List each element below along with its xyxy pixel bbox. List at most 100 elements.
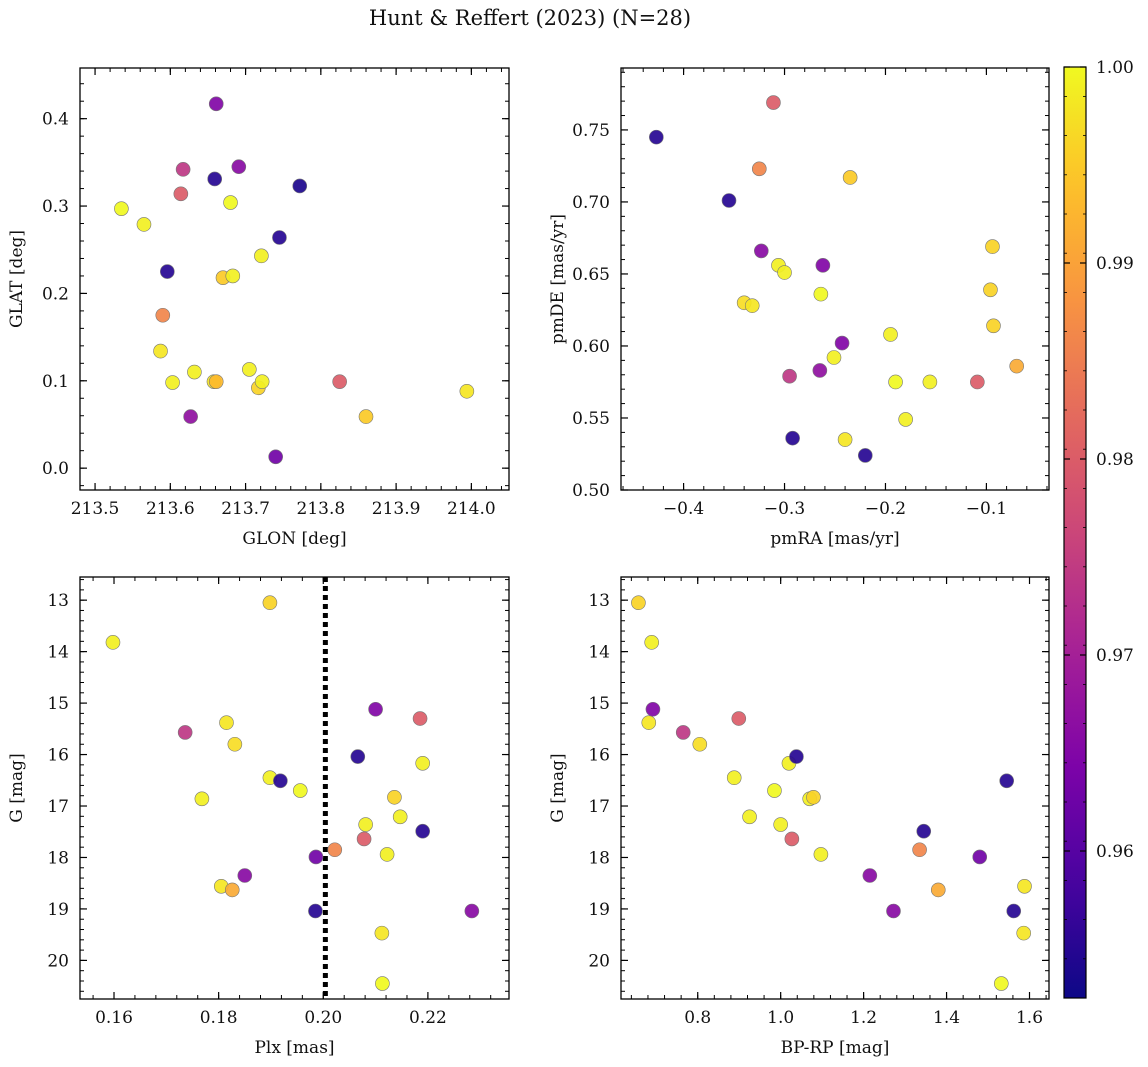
data-point bbox=[806, 789, 821, 805]
data-point bbox=[273, 773, 288, 789]
data-point bbox=[227, 736, 243, 752]
data-point bbox=[368, 701, 383, 717]
data-point bbox=[751, 161, 767, 177]
panel-3: 0.16 0.18 0.20 0.22 13 14 15 16 17 18 19 20 Plx [mas… bbox=[7, 576, 510, 1058]
data-point bbox=[208, 96, 224, 112]
data-point bbox=[782, 368, 797, 384]
axes-frame bbox=[79, 576, 510, 1000]
data-point bbox=[415, 823, 430, 839]
data-point bbox=[826, 350, 842, 365]
data-point bbox=[375, 976, 390, 991]
y-tick-label: 0.0 bbox=[42, 459, 69, 479]
axes-frame bbox=[620, 67, 1050, 491]
data-point bbox=[985, 239, 1000, 254]
data-point bbox=[242, 362, 257, 377]
y-tick-label: 0.50 bbox=[572, 481, 610, 501]
data-point bbox=[292, 178, 308, 194]
y-tick-label: 20 bbox=[588, 951, 610, 971]
data-point bbox=[223, 195, 238, 210]
data-point bbox=[459, 383, 475, 399]
data-point bbox=[857, 448, 873, 463]
colorbar-tick-label: 0.96 bbox=[1096, 842, 1134, 862]
y-tick-label: 16 bbox=[588, 746, 610, 766]
x-tick-label: 213.8 bbox=[297, 499, 346, 519]
data-point bbox=[187, 364, 202, 380]
y-axis-label: G [mag] bbox=[7, 753, 27, 822]
panel-2: −0.4 −0.3 −0.2 −0.1 0.50 0.55 0.60 0.65 0.70 0.75… bbox=[548, 67, 1050, 549]
y-tick-label: 19 bbox=[588, 900, 610, 920]
data-point bbox=[773, 817, 788, 832]
data-point bbox=[862, 868, 878, 883]
y-tick-label: 0.75 bbox=[572, 121, 610, 141]
data-point bbox=[641, 715, 657, 730]
data-point bbox=[999, 773, 1014, 789]
data-point bbox=[721, 193, 737, 208]
data-point bbox=[754, 243, 769, 259]
x-tick-label: −0.2 bbox=[865, 499, 906, 519]
data-point bbox=[983, 282, 998, 298]
data-point bbox=[194, 791, 210, 807]
data-point bbox=[183, 409, 198, 424]
data-point bbox=[415, 755, 430, 771]
y-tick-label: 0.3 bbox=[42, 197, 69, 217]
y-tick-label: 18 bbox=[588, 848, 610, 868]
data-point bbox=[837, 432, 853, 447]
y-tick-label: 17 bbox=[47, 797, 69, 817]
x-tick-label: −0.1 bbox=[966, 499, 1007, 519]
colorbar-bar bbox=[1063, 66, 1087, 999]
data-point bbox=[766, 95, 781, 110]
data-point bbox=[308, 903, 323, 919]
x-tick-label: 213.6 bbox=[146, 499, 195, 519]
y-tick-label: 18 bbox=[47, 848, 69, 868]
data-point bbox=[813, 847, 829, 862]
data-point bbox=[898, 412, 913, 427]
data-point bbox=[1006, 903, 1022, 919]
data-point bbox=[350, 749, 366, 764]
data-point bbox=[358, 409, 374, 424]
data-point bbox=[262, 595, 278, 611]
data-point bbox=[744, 298, 760, 313]
data-point bbox=[387, 789, 402, 805]
data-point bbox=[916, 823, 932, 839]
y-axis-label: G [mag] bbox=[548, 753, 568, 822]
data-point bbox=[675, 725, 691, 740]
data-point bbox=[930, 882, 946, 898]
y-tick-label: 14 bbox=[47, 643, 69, 663]
y-tick-label: 13 bbox=[588, 591, 610, 611]
y-axis-label: GLAT [deg] bbox=[7, 230, 27, 328]
y-tick-label: 0.1 bbox=[42, 372, 69, 392]
x-tick-label: 0.20 bbox=[304, 1008, 342, 1028]
data-point bbox=[922, 374, 938, 390]
panel-1: 213.5 213.6 213.7 213.8 213.9 214.0 0.0 0.1 0.2 0… bbox=[7, 67, 510, 549]
data-point bbox=[327, 842, 343, 858]
y-tick-label: 15 bbox=[588, 694, 610, 714]
data-point bbox=[785, 430, 800, 446]
data-point bbox=[1009, 358, 1024, 374]
data-point bbox=[912, 842, 927, 858]
data-point bbox=[225, 268, 241, 284]
colorbar-tick-label: 0.97 bbox=[1096, 646, 1134, 666]
y-axis-label: pmDE [mas/yr] bbox=[548, 214, 568, 344]
data-point bbox=[254, 248, 269, 264]
figure-title: Hunt & Reffert (2023) (N=28) bbox=[368, 6, 692, 30]
y-tick-label: 19 bbox=[47, 900, 69, 920]
data-point bbox=[994, 976, 1009, 991]
data-point bbox=[834, 335, 850, 351]
y-tick-label: 17 bbox=[588, 797, 610, 817]
x-tick-label: 213.7 bbox=[221, 499, 270, 519]
data-point bbox=[742, 809, 757, 825]
axes-frame bbox=[620, 576, 1050, 1000]
x-tick-label: 213.5 bbox=[71, 499, 120, 519]
data-point bbox=[175, 162, 191, 177]
x-axis-label: BP-RP [mag] bbox=[781, 1038, 890, 1058]
data-point bbox=[114, 201, 129, 216]
x-tick-label: 0.16 bbox=[95, 1008, 133, 1028]
y-tick-label: 0.60 bbox=[572, 337, 610, 357]
x-tick-label: 0.8 bbox=[684, 1008, 711, 1028]
x-tick-label: −0.4 bbox=[663, 499, 704, 519]
y-tick-label: 15 bbox=[47, 694, 69, 714]
data-point bbox=[160, 264, 175, 279]
data-point bbox=[784, 831, 800, 847]
